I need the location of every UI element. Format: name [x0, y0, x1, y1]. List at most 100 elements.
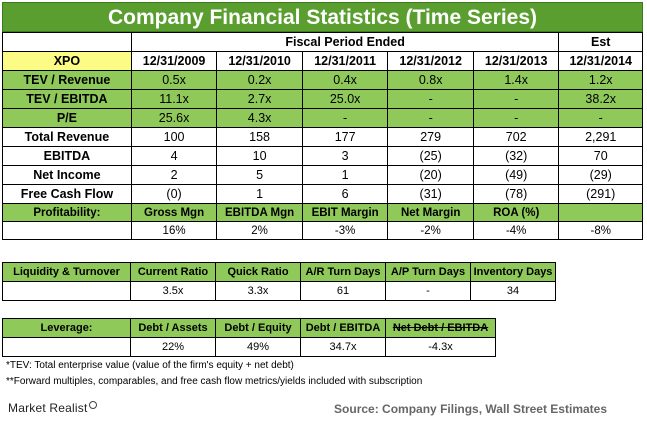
- cell: (0): [130, 184, 218, 204]
- liquidity-turnover-table: Liquidity & Turnover Current Ratio Quick…: [2, 262, 556, 301]
- financial-time-series-table: Fiscal Period Ended Est XPO 12/31/2009 1…: [2, 32, 643, 240]
- cell: 279: [387, 127, 474, 147]
- header-row-period: Fiscal Period Ended Est: [2, 32, 643, 52]
- row-label: Total Revenue: [2, 127, 132, 147]
- cell: (29): [558, 165, 643, 185]
- profitability-label: Profitability:: [2, 203, 132, 222]
- cell: 25.0x: [301, 89, 389, 109]
- blank-cell: [2, 221, 132, 240]
- multiple-row-pe: P/E 25.6x 4.3x - - - -: [2, 108, 643, 128]
- cell: 3: [301, 146, 389, 166]
- cell: 702: [472, 127, 560, 147]
- financial-row-net-income: Net Income 2 5 1 (20) (49) (29): [2, 165, 643, 185]
- cell: -3%: [301, 221, 389, 240]
- brand-logo: Market Realist: [8, 401, 97, 415]
- cell: -4%: [472, 221, 560, 240]
- cell: 3.5x: [130, 281, 216, 301]
- cell: -: [558, 108, 643, 128]
- brand-name: Market Realist: [8, 401, 88, 415]
- cell: 10: [216, 146, 303, 166]
- cell: 1.2x: [558, 70, 643, 90]
- header-row-dates: XPO 12/31/2009 12/31/2010 12/31/2011 12/…: [2, 51, 643, 71]
- profitability-header-row: Profitability: Gross Mgn EBITDA Mgn EBIT…: [2, 203, 643, 222]
- footnote-tev: *TEV: Total enterprise value (value of t…: [6, 360, 294, 371]
- cell: 25.6x: [130, 108, 218, 128]
- metric-header: Gross Mgn: [130, 203, 218, 222]
- date-header: 12/31/2009: [130, 51, 218, 71]
- fiscal-period-label: Fiscal Period Ended: [130, 32, 560, 52]
- profitability-value-row: 16% 2% -3% -2% -4% -8%: [2, 221, 643, 240]
- cell: 0.2x: [216, 70, 303, 90]
- cell: 38.2x: [558, 89, 643, 109]
- cell: -: [472, 108, 560, 128]
- cell: 177: [301, 127, 389, 147]
- cell: 70: [558, 146, 643, 166]
- ticker-cell: XPO: [2, 51, 132, 71]
- liquidity-value-row: 3.5x 3.3x 61 - 34: [2, 281, 556, 301]
- metric-header: ROA (%): [472, 203, 560, 222]
- financial-row-free-cash-flow: Free Cash Flow (0) 1 6 (31) (78) (291): [2, 184, 643, 204]
- cell: -4.3x: [385, 337, 496, 357]
- cell: 1.4x: [472, 70, 560, 90]
- cell: 5: [216, 165, 303, 185]
- cell: 0.4x: [301, 70, 389, 90]
- cell: 4: [130, 146, 218, 166]
- metric-header: Inventory Days: [470, 262, 556, 282]
- cell: (20): [387, 165, 474, 185]
- cell: (78): [472, 184, 560, 204]
- row-label: EBITDA: [2, 146, 132, 166]
- metric-header: Debt / Assets: [130, 318, 216, 338]
- cell: 22%: [130, 337, 216, 357]
- multiple-row-tev-ebitda: TEV / EBITDA 11.1x 2.7x 25.0x - - 38.2x: [2, 89, 643, 109]
- cell: 49%: [215, 337, 301, 357]
- date-header: 12/31/2012: [387, 51, 474, 71]
- cell: 34.7x: [300, 337, 386, 357]
- metric-header: Debt / EBITDA: [300, 318, 386, 338]
- cell: 16%: [130, 221, 218, 240]
- cell: 3.3x: [215, 281, 301, 301]
- leverage-header-row: Leverage: Debt / Assets Debt / Equity De…: [2, 318, 496, 338]
- cell: (31): [387, 184, 474, 204]
- row-label: Free Cash Flow: [2, 184, 132, 204]
- cell: (49): [472, 165, 560, 185]
- metric-header: Net Margin: [387, 203, 474, 222]
- financial-row-total-revenue: Total Revenue 100 158 177 279 702 2,291: [2, 127, 643, 147]
- cell: 6: [301, 184, 389, 204]
- cell: -: [472, 89, 560, 109]
- cell: 100: [130, 127, 218, 147]
- cell: -2%: [387, 221, 474, 240]
- source-note: Source: Company Filings, Wall Street Est…: [334, 402, 607, 416]
- row-label: Net Income: [2, 165, 132, 185]
- cell: (291): [558, 184, 643, 204]
- date-header: 12/31/2014: [558, 51, 643, 71]
- liquidity-label: Liquidity & Turnover: [2, 262, 131, 282]
- metric-header: EBITDA Mgn: [216, 203, 303, 222]
- multiple-row-tev-revenue: TEV / Revenue 0.5x 0.2x 0.4x 0.8x 1.4x 1…: [2, 70, 643, 90]
- cell: 2%: [216, 221, 303, 240]
- date-header: 12/31/2013: [472, 51, 560, 71]
- blank-cell: [2, 337, 131, 357]
- cell: -8%: [558, 221, 643, 240]
- cell: (32): [472, 146, 560, 166]
- est-label: Est: [558, 32, 643, 52]
- metric-header: Current Ratio: [130, 262, 216, 282]
- metric-header: Quick Ratio: [215, 262, 301, 282]
- date-header: 12/31/2010: [216, 51, 303, 71]
- page-title: Company Financial Statistics (Time Serie…: [2, 2, 643, 32]
- cell: -: [301, 108, 389, 128]
- blank-cell: [2, 281, 131, 301]
- cell: 2: [130, 165, 218, 185]
- cell: 2,291: [558, 127, 643, 147]
- financial-row-ebitda: EBITDA 4 10 3 (25) (32) 70: [2, 146, 643, 166]
- metric-header: EBIT Margin: [301, 203, 389, 222]
- leverage-label: Leverage:: [2, 318, 131, 338]
- cell: 61: [300, 281, 386, 301]
- blank-corner: [2, 32, 132, 52]
- row-label: P/E: [2, 108, 132, 128]
- cell: 11.1x: [130, 89, 218, 109]
- magnifier-icon: [88, 401, 97, 409]
- date-header: 12/31/2011: [301, 51, 389, 71]
- metric-header: A/P Turn Days: [385, 262, 471, 282]
- liquidity-header-row: Liquidity & Turnover Current Ratio Quick…: [2, 262, 556, 282]
- row-label: TEV / EBITDA: [2, 89, 132, 109]
